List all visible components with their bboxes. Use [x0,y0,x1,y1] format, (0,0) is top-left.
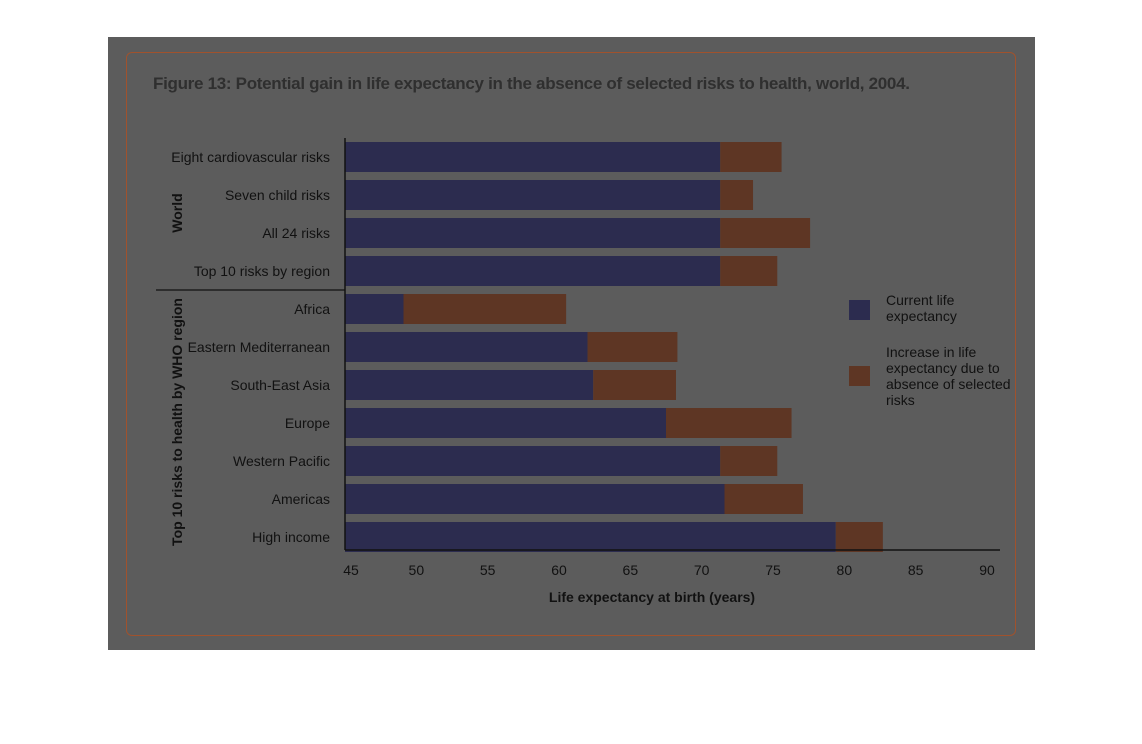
bar-current-top-10-risks-by-region [345,256,721,286]
bar-current-seven-child-risks [345,180,721,210]
bar-current-eight-cardiovascular-risks [345,142,721,172]
figure-frame [126,52,1016,636]
x-tick-label: 75 [765,562,781,578]
x-tick-label: 80 [837,562,853,578]
category-label: Eastern Mediterranean [188,339,330,355]
bar-current-africa [345,294,404,324]
figure-title: Figure 13: Potential gain in life expect… [153,74,910,93]
legend-label: Increase in life expectancy due to absence… [886,344,1011,408]
category-label: Top 10 risks by region [194,263,330,279]
bar-current-western-pacific [345,446,721,476]
legend-label: Current life expectancy [886,292,957,324]
x-tick-label: 50 [409,562,425,578]
legend-swatch [849,366,870,386]
category-label: South-East Asia [230,377,330,393]
x-tick-label: 45 [343,562,359,578]
bar-increase-eastern-mediterranean [587,332,678,362]
bar-increase-seven-child-risks [720,180,754,210]
x-tick-label: 85 [908,562,924,578]
x-tick-label: 70 [694,562,710,578]
category-label: Africa [294,301,330,317]
bar-increase-south-east-asia [593,370,676,400]
bar-increase-all-24-risks [720,218,811,248]
category-label: Eight cardiovascular risks [171,149,330,165]
bar-current-south-east-asia [345,370,594,400]
x-tick-label: 60 [551,562,567,578]
category-label: Seven child risks [225,187,330,203]
bar-current-high-income [345,522,836,552]
group-label: World [169,193,185,232]
category-label: Europe [285,415,330,431]
bar-increase-high-income [835,522,883,552]
category-label: Americas [272,491,330,507]
bar-increase-africa [403,294,567,324]
bar-current-all-24-risks [345,218,721,248]
bar-increase-western-pacific [720,446,778,476]
x-axis-title: Life expectancy at birth (years) [549,589,755,605]
bar-current-americas [345,484,725,514]
bar-increase-americas [724,484,803,514]
bar-increase-top-10-risks-by-region [720,256,778,286]
x-tick-label: 55 [480,562,496,578]
bar-increase-eight-cardiovascular-risks [720,142,782,172]
bar-increase-europe [666,408,792,438]
category-label: Western Pacific [233,453,330,469]
x-tick-label: 90 [979,562,995,578]
bar-current-eastern-mediterranean [345,332,588,362]
x-tick-label: 65 [623,562,639,578]
legend-swatch [849,300,870,320]
bar-current-europe [345,408,666,438]
category-label: High income [252,529,330,545]
category-label: All 24 risks [262,225,330,241]
group-label: Top 10 risks to health by WHO region [169,298,185,546]
